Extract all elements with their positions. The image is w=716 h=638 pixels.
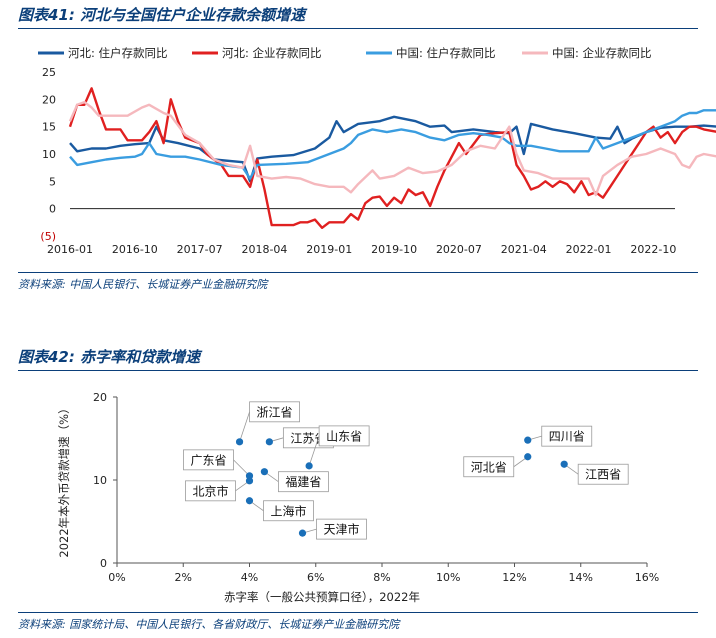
legend-label: 中国: 住户存款同比 (396, 46, 496, 60)
y-tick-label: 15 (42, 121, 56, 134)
x-tick-label: 2022-01 (566, 243, 612, 256)
data-point (235, 438, 244, 446)
x-tick-label: 2016-01 (47, 243, 93, 256)
point-label: 浙江省 (257, 405, 293, 419)
x-tick-label: 2018-04 (241, 243, 287, 256)
y-tick-label: 0 (100, 557, 107, 570)
label-box (185, 480, 236, 502)
data-point (245, 497, 254, 505)
figure2-source: 资料来源: 国家统计局、中国人民银行、各省财政厅、长城证券产业金融研究院 (18, 618, 400, 631)
y-tick-label: 5 (49, 175, 56, 188)
label-box (316, 518, 367, 540)
label-box (249, 401, 300, 423)
point-label: 广东省 (190, 453, 226, 467)
x-tick-label: 2017-07 (177, 243, 223, 256)
series-line (68, 87, 716, 229)
data-point (260, 468, 269, 476)
point-label: 河北省 (471, 460, 507, 474)
line-chart: 河北: 住户存款同比 河北: 企业存款同比 中国: 住户存款同比 中国: 企业存款同比… (38, 46, 716, 256)
figure1-title: 图表41: 河北与全国住户企业存款余额增速 (18, 6, 306, 24)
label-box (577, 463, 629, 485)
label-leader (233, 459, 250, 477)
label-box (278, 471, 329, 493)
y-tick-label: 10 (93, 474, 107, 487)
label-box (541, 425, 593, 447)
data-point (305, 462, 313, 470)
x-tick-label: 2022-10 (630, 243, 676, 256)
figure1-source: 资料来源: 中国人民银行、长城证券产业金融研究院 (18, 278, 268, 291)
data-point (245, 477, 254, 485)
x-axis-title: 赤字率（一般公共预算口径），2022年 (224, 590, 420, 604)
x-tick-label: 4% (241, 571, 258, 584)
data-point (298, 529, 307, 537)
label-box (318, 425, 370, 447)
y-tick-label: 20 (93, 391, 107, 404)
legend-label: 中国: 企业存款同比 (552, 46, 652, 60)
point-label: 北京市 (192, 483, 228, 498)
y-tick-label: 25 (42, 66, 56, 79)
data-point (265, 438, 273, 446)
x-tick-label: 2020-07 (436, 243, 482, 256)
figure2-source-rule (18, 612, 698, 613)
label-box (463, 456, 515, 478)
label-box (263, 500, 314, 522)
x-tick-label: 2019-01 (306, 243, 352, 256)
legend-label: 河北: 住户存款同比 (68, 46, 168, 60)
label-leader (239, 411, 250, 442)
scatter-chart: 20 10 00% 2% 4% 6% 8% 10% 12% 14% 16% 赤字率（一般公共预算口径）… (57, 391, 659, 604)
x-tick-label: 12% (502, 571, 526, 584)
series-line (68, 100, 716, 197)
legend-label: 河北: 企业存款同比 (222, 46, 322, 60)
x-tick-label: 2019-10 (371, 243, 417, 256)
x-tick-label: 2% (175, 571, 192, 584)
x-tick-label: 2021-04 (501, 243, 547, 256)
x-tick-label: 8% (373, 571, 390, 584)
y-tick-label: 0 (49, 203, 56, 216)
series-line (69, 109, 716, 180)
point-label: 江西省 (585, 468, 621, 482)
figure1-title-rule (18, 28, 698, 29)
y-tick-label: 20 (42, 93, 56, 106)
figure2-title: 图表42: 赤字率和贷款增速 (18, 348, 201, 366)
y-tick-label: (5) (40, 230, 56, 243)
x-tick-label: 0% (108, 571, 125, 584)
data-point (524, 453, 532, 461)
x-tick-label: 16% (635, 571, 659, 584)
point-label: 四川省 (549, 430, 585, 444)
figure2-title-rule (18, 370, 698, 371)
data-point (245, 472, 254, 480)
data-point (524, 436, 532, 444)
point-label: 天津市 (323, 522, 359, 537)
y-axis-title: 2022年本外币贷款增速（%） (57, 402, 71, 557)
point-label: 山东省 (326, 429, 362, 443)
label-box (183, 449, 234, 471)
point-label: 上海市 (270, 503, 306, 518)
x-tick-label: 10% (436, 571, 460, 584)
data-point (560, 460, 568, 468)
label-leader (308, 435, 320, 467)
figure1-source-rule (18, 272, 698, 273)
x-tick-label: 2016-10 (112, 243, 158, 256)
x-tick-label: 14% (569, 571, 593, 584)
x-tick-label: 6% (307, 571, 324, 584)
y-tick-label: 10 (42, 148, 56, 161)
point-label: 福建省 (285, 474, 321, 489)
